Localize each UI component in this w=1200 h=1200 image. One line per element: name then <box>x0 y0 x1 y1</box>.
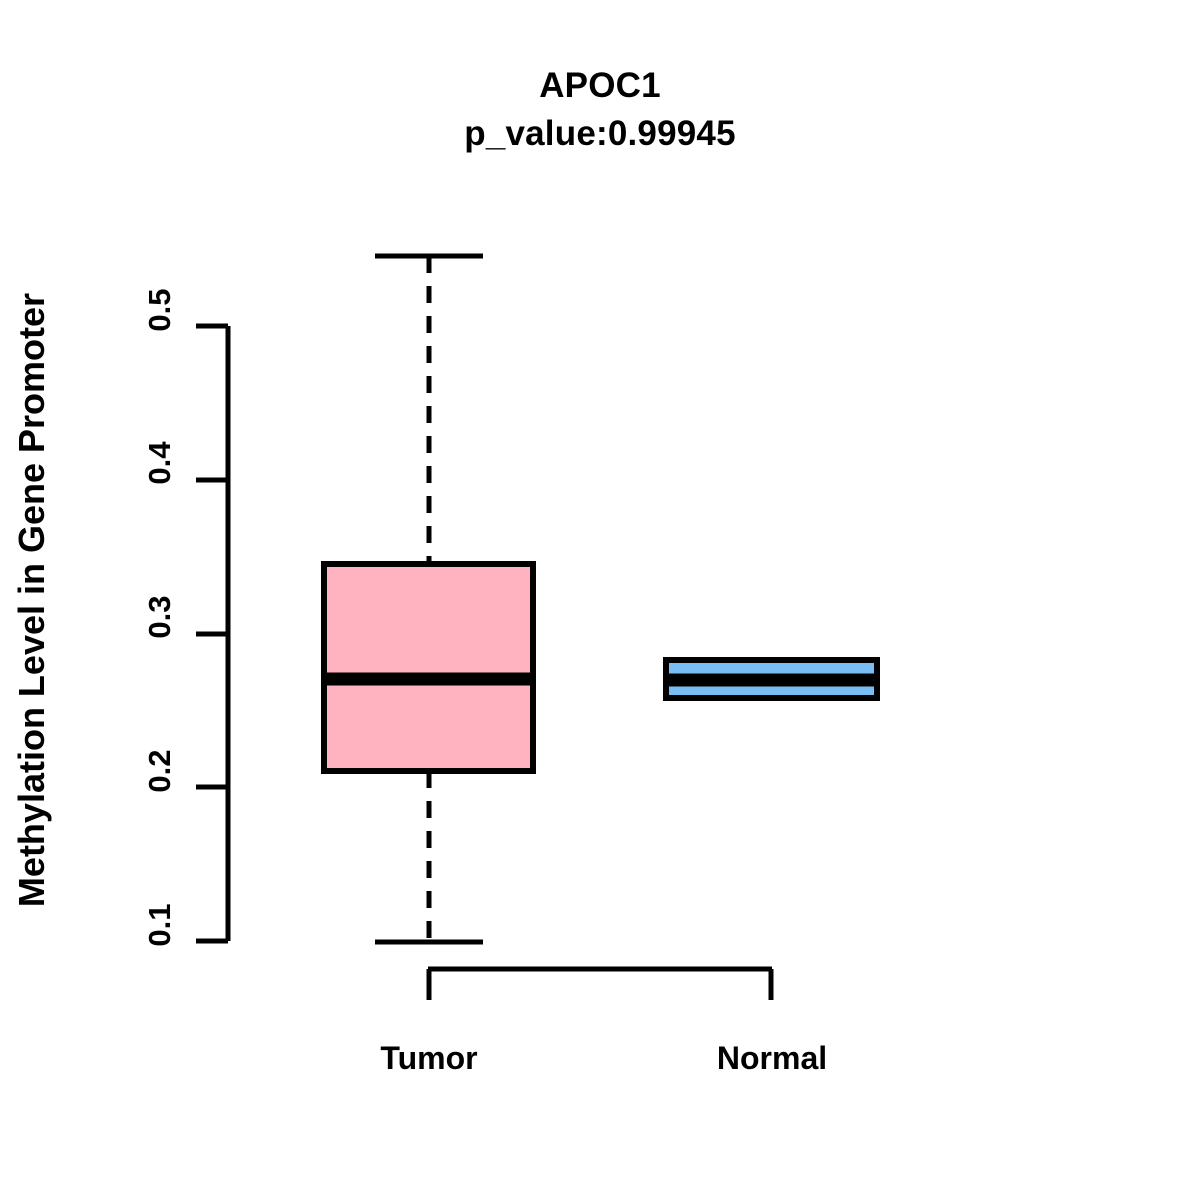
x-axis <box>426 966 774 1000</box>
x-tick-label-tumor: Tumor <box>380 1040 478 1076</box>
y-axis <box>196 323 231 944</box>
box-tumor[interactable] <box>321 253 536 945</box>
box-rect-tumor[interactable] <box>321 561 536 774</box>
x-tick-label-normal: Normal <box>716 1040 828 1076</box>
box-normal[interactable] <box>663 657 880 701</box>
